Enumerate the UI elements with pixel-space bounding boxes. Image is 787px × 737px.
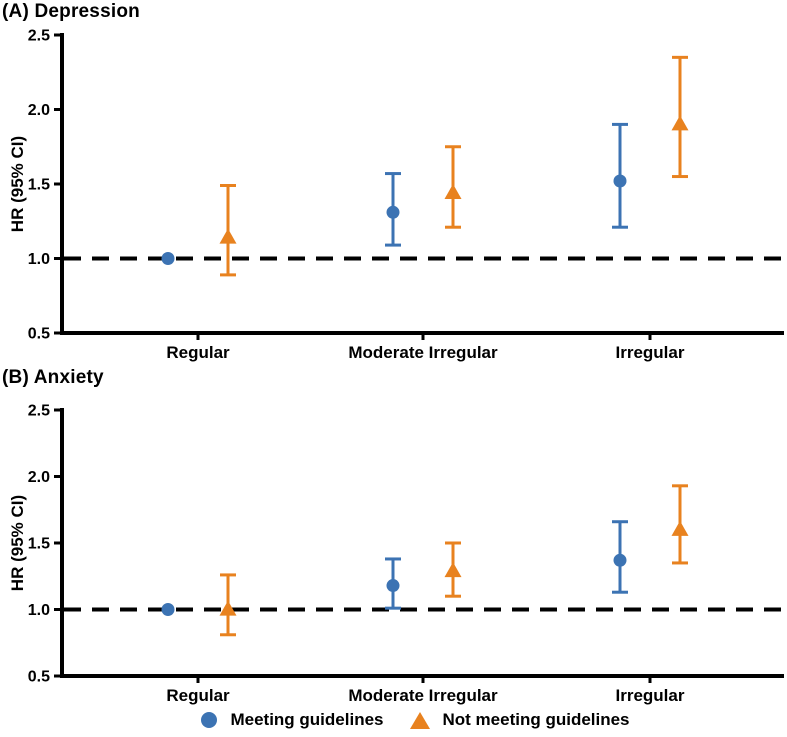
svg-text:Moderate Irregular: Moderate Irregular [348,686,498,705]
svg-text:1.0: 1.0 [28,251,50,268]
triangle-marker-icon [409,711,430,729]
svg-text:2.0: 2.0 [28,469,50,486]
legend: Meeting guidelines Not meeting guideline… [0,706,787,734]
svg-text:2.5: 2.5 [28,403,50,420]
svg-text:2.5: 2.5 [28,28,50,45]
circle-marker-icon [201,712,218,728]
svg-text:Irregular: Irregular [616,343,685,362]
svg-text:Irregular: Irregular [616,686,685,705]
svg-text:Regular: Regular [166,686,230,705]
svg-text:0.5: 0.5 [28,669,50,686]
svg-text:0.5: 0.5 [28,326,50,343]
legend-item-not-meeting-guidelines: Not meeting guidelines [409,710,630,730]
svg-text:1.5: 1.5 [28,177,50,194]
svg-text:1.5: 1.5 [28,536,50,553]
svg-text:Regular: Regular [166,343,230,362]
svg-text:Moderate Irregular: Moderate Irregular [348,343,498,362]
svg-text:1.0: 1.0 [28,602,50,619]
panel-b-title: (B) Anxiety [2,367,104,388]
legend-label-meeting: Meeting guidelines [230,710,384,729]
legend-item-meeting-guidelines: Meeting guidelines [201,710,384,730]
legend-label-not-meeting: Not meeting guidelines [442,710,630,729]
svg-text:2.0: 2.0 [28,102,50,119]
panel-a-title: (A) Depression [2,1,140,22]
